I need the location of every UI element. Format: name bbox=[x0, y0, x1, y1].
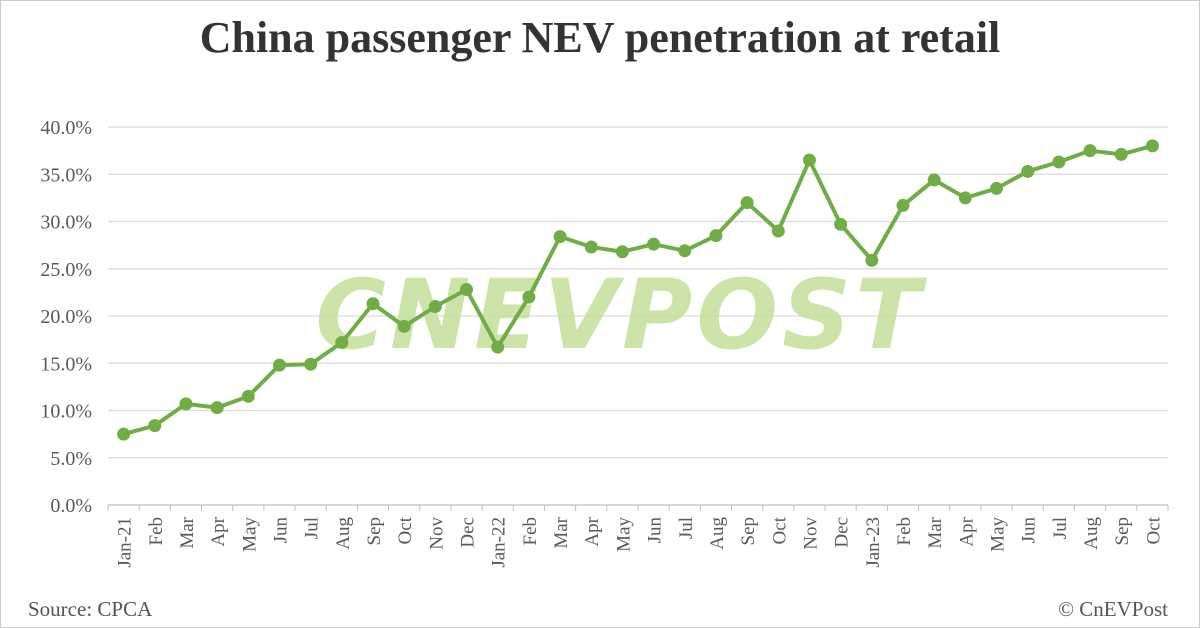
data-point bbox=[1114, 147, 1128, 161]
x-tick-label: Mar bbox=[551, 516, 572, 548]
data-point bbox=[834, 217, 848, 231]
x-tick-label: Oct bbox=[395, 516, 416, 544]
data-point bbox=[927, 173, 941, 187]
data-point bbox=[740, 196, 754, 210]
data-point bbox=[958, 191, 972, 205]
series-line bbox=[123, 143, 1153, 437]
data-point bbox=[397, 319, 411, 333]
data-point bbox=[865, 253, 879, 267]
watermark: CNEVPOST bbox=[315, 259, 927, 371]
x-tick-label: Dec bbox=[832, 517, 853, 548]
x-tick-label: Sep bbox=[1112, 517, 1133, 546]
data-point bbox=[647, 237, 661, 251]
data-point bbox=[491, 340, 505, 354]
y-tick-label: 15.0% bbox=[40, 353, 92, 375]
x-tick-label: Mar bbox=[177, 516, 198, 548]
y-tick-label: 40.0% bbox=[40, 117, 92, 139]
data-point bbox=[210, 401, 224, 415]
data-point bbox=[771, 224, 785, 238]
x-tick-label: Jan-23 bbox=[863, 517, 884, 568]
x-tick-label: Jan-21 bbox=[115, 517, 136, 568]
x-tick-label: Apr bbox=[956, 516, 977, 546]
data-point bbox=[896, 198, 910, 212]
x-tick-label: Aug bbox=[707, 517, 728, 550]
x-tick-label: Feb bbox=[520, 517, 541, 546]
data-point bbox=[117, 427, 131, 441]
x-tick-label: Oct bbox=[769, 516, 790, 544]
data-point bbox=[304, 357, 318, 371]
data-point bbox=[584, 240, 598, 254]
chart-title: China passenger NEV penetration at retai… bbox=[199, 13, 1001, 62]
x-tick-label: Jun bbox=[1019, 517, 1040, 544]
data-point bbox=[1052, 155, 1066, 169]
data-point bbox=[335, 335, 349, 349]
x-tick-label: Jun bbox=[270, 517, 291, 544]
x-tick-label: Aug bbox=[333, 517, 354, 550]
y-tick-label: 20.0% bbox=[40, 306, 92, 328]
x-tick-label: Jan-22 bbox=[489, 517, 510, 568]
data-point bbox=[678, 244, 692, 258]
data-point bbox=[428, 300, 442, 314]
x-tick-label: Dec bbox=[458, 517, 479, 548]
y-tick-label: 0.0% bbox=[50, 495, 92, 517]
x-tick-label: Apr bbox=[582, 516, 603, 546]
data-point bbox=[1083, 144, 1097, 158]
data-point bbox=[148, 419, 162, 433]
x-tick-label: Nov bbox=[426, 517, 447, 550]
x-tick-label: Mar bbox=[925, 516, 946, 548]
data-point bbox=[366, 297, 380, 311]
x-tick-label: Jun bbox=[645, 517, 666, 544]
y-tick-label: 30.0% bbox=[40, 212, 92, 234]
x-tick-label: Feb bbox=[894, 517, 915, 546]
copyright-note: © CnEVPost bbox=[1058, 597, 1168, 621]
y-tick-label: 10.0% bbox=[40, 401, 92, 423]
source-note: Source: CPCA bbox=[28, 597, 153, 621]
data-point bbox=[522, 290, 536, 304]
data-point bbox=[179, 397, 193, 411]
data-point bbox=[241, 389, 255, 403]
data-point bbox=[460, 283, 474, 297]
x-tick-label: May bbox=[988, 517, 1009, 552]
data-point bbox=[1145, 139, 1159, 153]
data-point bbox=[990, 181, 1004, 195]
x-tick-label: Jul bbox=[302, 517, 323, 539]
x-tick-label: Jul bbox=[676, 517, 697, 539]
x-tick-label: Feb bbox=[146, 517, 167, 546]
x-tick-label: Oct bbox=[1143, 516, 1164, 544]
data-point bbox=[1021, 164, 1035, 178]
x-tick-label: May bbox=[613, 517, 634, 552]
data-point bbox=[553, 230, 567, 244]
y-tick-label: 5.0% bbox=[50, 448, 92, 470]
x-tick-label: Aug bbox=[1081, 517, 1102, 550]
data-point bbox=[802, 153, 816, 167]
x-tick-label: May bbox=[239, 517, 260, 552]
y-tick-label: 35.0% bbox=[40, 164, 92, 186]
data-point bbox=[709, 229, 723, 243]
x-tick-label: Jul bbox=[1050, 517, 1071, 539]
x-tick-label: Sep bbox=[738, 517, 759, 546]
x-tick-label: Sep bbox=[364, 517, 385, 546]
x-tick-label: Apr bbox=[208, 516, 229, 546]
x-tick-label: Nov bbox=[800, 517, 821, 550]
data-point bbox=[615, 245, 629, 259]
data-point bbox=[272, 358, 286, 372]
y-tick-label: 25.0% bbox=[40, 259, 92, 281]
